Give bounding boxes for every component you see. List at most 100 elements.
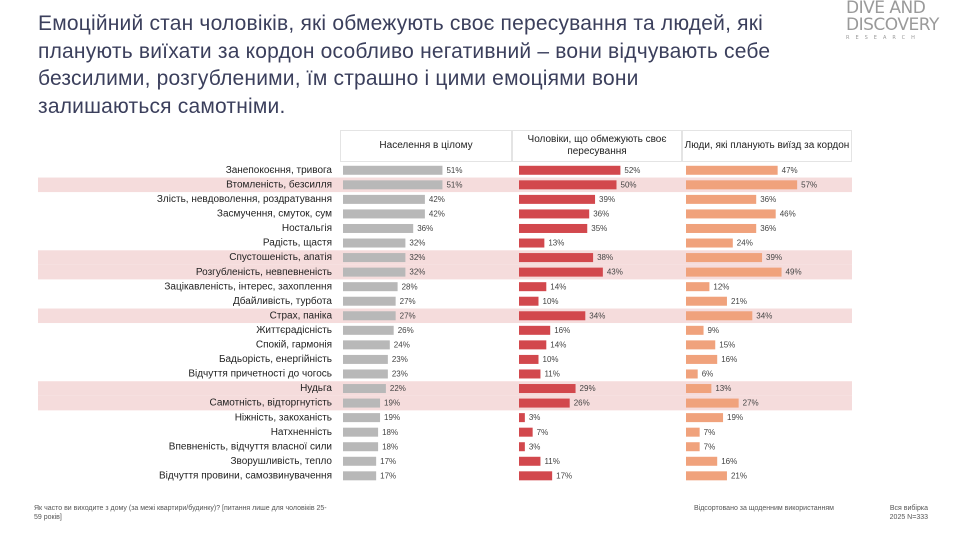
bar — [343, 194, 425, 204]
bar — [343, 223, 414, 233]
bar — [343, 413, 381, 423]
bar — [686, 413, 724, 423]
bar — [686, 180, 798, 190]
bar — [686, 325, 704, 335]
bar — [519, 398, 570, 408]
value-label: 23% — [392, 355, 408, 364]
bar — [343, 340, 390, 350]
value-label: 7% — [704, 428, 716, 437]
bar — [686, 209, 776, 219]
bar — [343, 471, 377, 481]
value-label: 17% — [556, 471, 572, 480]
bar — [519, 325, 551, 335]
sort-note: Відсортовано за щоденним використанням — [694, 505, 834, 512]
category-label: Натхненність — [271, 427, 332, 438]
bar — [343, 282, 398, 292]
row-highlight — [38, 395, 852, 411]
bar — [686, 296, 727, 306]
value-label: 17% — [380, 471, 396, 480]
value-label: 27% — [400, 297, 416, 306]
category-label: Злість, невдоволення, роздратування — [157, 194, 332, 205]
value-label: 46% — [780, 210, 796, 219]
bar — [343, 296, 396, 306]
bar — [343, 267, 406, 277]
bar — [343, 354, 388, 364]
value-label: 15% — [719, 340, 735, 349]
bar — [519, 413, 525, 423]
row-highlight — [38, 308, 852, 324]
bar — [519, 282, 547, 292]
bar — [343, 456, 377, 466]
value-label: 16% — [721, 355, 737, 364]
value-label: 34% — [756, 311, 772, 320]
value-label: 39% — [599, 195, 615, 204]
value-label: 14% — [550, 340, 566, 349]
value-label: 3% — [529, 413, 541, 422]
series-header: Населення в цілому — [340, 130, 512, 162]
value-label: 57% — [801, 180, 817, 189]
row-highlight — [38, 177, 852, 193]
bar — [519, 238, 545, 248]
value-label: 38% — [597, 253, 613, 262]
bar — [519, 354, 539, 364]
category-label: Життєрадісність — [256, 325, 332, 336]
logo-tagline: RESEARCH — [846, 35, 921, 41]
bar — [686, 340, 716, 350]
value-label: 19% — [384, 399, 400, 408]
value-label: 9% — [708, 326, 720, 335]
bar — [686, 369, 698, 379]
value-label: 16% — [554, 326, 570, 335]
bar — [519, 442, 525, 452]
value-label: 6% — [702, 370, 714, 379]
value-label: 27% — [400, 311, 416, 320]
value-label: 39% — [766, 253, 782, 262]
value-label: 42% — [429, 210, 445, 219]
value-label: 32% — [409, 239, 425, 248]
category-label: Бадьорість, енергійність — [219, 354, 332, 365]
series-header: Чоловіки, що обмежують своє пересування — [512, 130, 682, 162]
bar — [686, 354, 718, 364]
bar — [343, 398, 381, 408]
bar — [343, 180, 443, 190]
row-highlight — [38, 264, 852, 280]
logo-text: DIVE AND — [846, 0, 926, 18]
value-label: 7% — [537, 428, 549, 437]
series-header: Люди, які планують виїзд за кордон — [682, 130, 852, 162]
bar — [686, 267, 782, 277]
bar — [343, 369, 388, 379]
bar — [686, 427, 700, 437]
bar — [343, 238, 406, 248]
value-label: 17% — [380, 457, 396, 466]
value-label: 13% — [548, 239, 564, 248]
value-label: 18% — [382, 428, 398, 437]
category-label: Розгубленість, невпевненість — [196, 266, 332, 278]
value-label: 10% — [543, 355, 559, 364]
value-label: 43% — [607, 268, 623, 277]
category-label: Зворушливість, тепло — [230, 456, 332, 467]
bar — [686, 253, 763, 263]
bar — [519, 165, 621, 175]
value-label: 18% — [382, 442, 398, 451]
bar — [343, 427, 379, 437]
bar — [686, 456, 718, 466]
bar — [686, 223, 757, 233]
value-label: 52% — [624, 166, 640, 175]
category-label: Відчуття причетності до чогось — [188, 369, 332, 380]
value-label: 32% — [409, 268, 425, 277]
value-label: 24% — [394, 340, 410, 349]
bar — [686, 311, 753, 321]
category-label: Самотність, відторгнутість — [209, 398, 332, 409]
value-label: 11% — [544, 457, 559, 466]
row-highlight — [38, 250, 852, 265]
value-label: 36% — [417, 224, 433, 233]
bar — [519, 223, 588, 233]
bar — [519, 194, 596, 204]
bar — [686, 471, 727, 481]
category-label: Зацікавленість, інтерес, захоплення — [164, 281, 332, 292]
value-label: 26% — [574, 399, 590, 408]
bar — [519, 209, 590, 219]
value-label: 21% — [731, 471, 747, 480]
value-label: 36% — [760, 224, 776, 233]
logo: DIVE AND DISCOVERY RESEARCH — [846, 0, 951, 41]
bar — [519, 471, 553, 481]
